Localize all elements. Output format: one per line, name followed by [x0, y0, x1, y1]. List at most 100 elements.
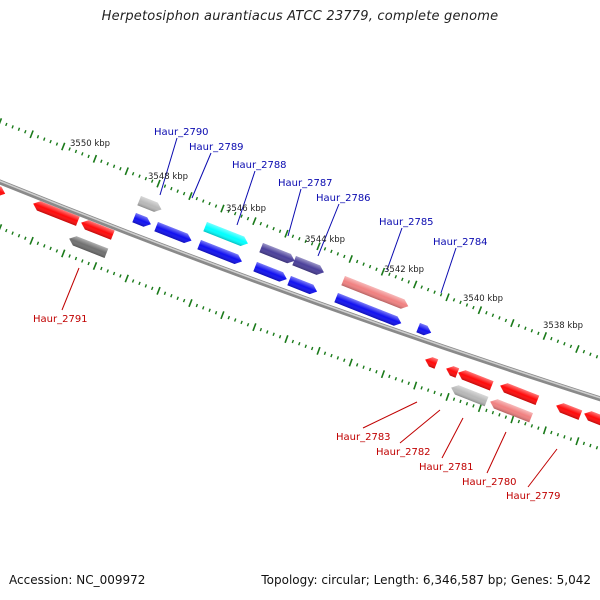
leader-reverse-1	[362, 401, 418, 429]
outer-tick-2	[11, 125, 14, 129]
inner-tick-19	[119, 274, 122, 278]
leader-reverse-4	[486, 431, 507, 474]
gene-haur-2787-block	[259, 243, 295, 264]
inner-tick-ring	[0, 223, 599, 450]
outer-tick-47	[298, 236, 301, 241]
gene-haur-2787-block-shade	[259, 243, 295, 264]
gene-label-haur-2791[interactable]: Haur_2791	[33, 314, 88, 325]
inner-tick-73	[465, 401, 469, 406]
inner-tick-30	[188, 299, 193, 308]
inner-tick-91	[582, 441, 586, 446]
gene-label-haur-2787[interactable]: Haur_2787	[278, 178, 333, 189]
inner-tick-41	[259, 327, 263, 332]
gene-haur-2791-a-block-shade	[33, 201, 80, 226]
gene-red-block-14	[584, 411, 600, 426]
outer-tick-40	[252, 217, 257, 226]
outer-tick-45	[284, 229, 289, 238]
gene-label-haur-2790[interactable]: Haur_2790	[154, 127, 209, 138]
gene-label-haur-2783[interactable]: Haur_2783	[336, 432, 391, 443]
outer-tick-12	[74, 149, 78, 154]
inner-tick-11	[68, 254, 71, 258]
outer-tick-27	[170, 186, 173, 191]
gene-label-haur-2781[interactable]: Haur_2781	[419, 462, 474, 473]
gene-blue-block-5	[287, 276, 318, 295]
leader-reverse-0	[61, 267, 80, 311]
leader-forward-1	[191, 152, 212, 199]
inner-tick-44	[278, 334, 282, 339]
gene-label-haur-2786[interactable]: Haur_2786	[316, 193, 371, 204]
outer-tick-52	[330, 249, 333, 254]
gene-label-haur-2784[interactable]: Haur_2784	[433, 237, 488, 248]
outer-tick-22	[138, 174, 141, 178]
gene-blue-block-7	[416, 323, 432, 336]
gene-label-haur-2789[interactable]: Haur_2789	[189, 142, 244, 153]
inner-tick-87	[556, 432, 560, 437]
inner-tick-27	[170, 293, 173, 298]
outer-tick-72	[459, 300, 462, 305]
outer-tick-32	[202, 199, 205, 203]
gene-haur-2791-b-block	[81, 220, 115, 240]
gene-label-haur-2782[interactable]: Haur_2782	[376, 447, 431, 458]
inner-tick-0	[0, 223, 3, 231]
outer-tick-58	[368, 264, 372, 269]
gene-red-block-10-shade	[500, 383, 540, 405]
inner-tick-48	[304, 344, 307, 348]
leader-forward-6	[440, 247, 457, 294]
outer-tick-ring	[0, 118, 599, 359]
inner-tick-71	[452, 397, 456, 401]
outer-tick-50	[316, 242, 321, 251]
inner-tick-20	[124, 274, 129, 283]
outer-tick-56	[355, 259, 359, 264]
leader-forward-0	[159, 137, 178, 196]
inner-tick-8	[49, 246, 52, 251]
inner-tick-4	[24, 236, 27, 240]
outer-tick-74	[472, 305, 475, 310]
leader-forward-3	[287, 188, 302, 237]
map-title: Herpetosiphon aurantiacus ATCC 23779, co…	[101, 9, 499, 24]
gene-label-haur-2779[interactable]: Haur_2779	[506, 491, 561, 502]
gene-haur-2779-block-shade	[556, 403, 583, 420]
scale-label-3542: 3542 kbp	[384, 265, 424, 275]
inner-tick-7	[43, 244, 46, 248]
outer-tick-53	[336, 252, 340, 256]
inner-tick-61	[388, 374, 391, 379]
inner-tick-81	[517, 419, 521, 424]
gene-label-haur-2788[interactable]: Haur_2788	[232, 160, 287, 171]
outer-tick-71	[452, 298, 456, 302]
inner-tick-22	[138, 281, 141, 286]
inner-tick-88	[563, 435, 566, 439]
outer-tick-63	[401, 277, 404, 282]
inner-tick-75	[477, 404, 482, 413]
outer-tick-77	[491, 313, 495, 318]
outer-tick-25	[156, 179, 161, 188]
inner-tick-45	[284, 335, 289, 344]
inner-tick-10	[61, 249, 66, 258]
inner-tick-49	[310, 346, 314, 351]
outer-tick-7	[43, 137, 46, 141]
outer-tick-17	[106, 162, 109, 166]
gene-haur-2791-gray-block	[69, 236, 109, 258]
outer-tick-35	[220, 204, 225, 213]
outer-tick-68	[433, 290, 436, 294]
inner-tick-89	[569, 437, 573, 441]
outer-tick-21	[131, 171, 135, 176]
gene-haur-2780-pink-block	[490, 399, 533, 423]
inner-tick-90	[575, 437, 580, 446]
leader-forward-4	[317, 203, 340, 257]
gene-haur-2785-block	[341, 276, 409, 309]
gene-haur-2788-block-shade	[203, 222, 248, 246]
inner-tick-43	[272, 332, 275, 337]
outer-tick-80	[510, 319, 515, 328]
gene-track	[0, 184, 600, 426]
outer-tick-6	[36, 134, 40, 139]
outer-tick-10	[61, 142, 66, 151]
gene-label-haur-2785[interactable]: Haur_2785	[379, 217, 434, 228]
outer-tick-60	[380, 267, 386, 276]
outer-tick-15	[92, 154, 98, 163]
gene-label-haur-2780[interactable]: Haur_2780	[462, 477, 517, 488]
inner-tick-2	[11, 231, 14, 235]
gene-red-block-10	[500, 383, 540, 405]
outer-tick-34	[214, 204, 218, 208]
gene-red-block-14-shade	[584, 411, 600, 426]
inner-tick-21	[131, 279, 135, 283]
